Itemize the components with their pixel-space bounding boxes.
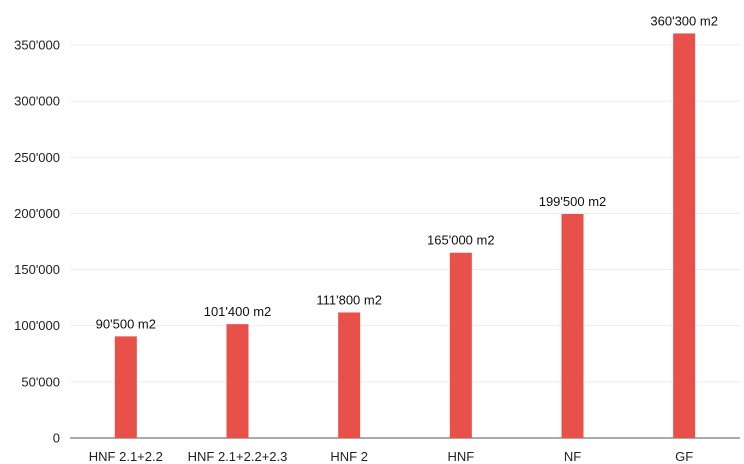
x-tick-label: GF bbox=[675, 449, 693, 464]
data-label: 101'400 m2 bbox=[204, 304, 272, 319]
y-tick-label: 100'000 bbox=[14, 318, 60, 333]
data-label: 165'000 m2 bbox=[427, 233, 495, 248]
y-tick-label: 350'000 bbox=[14, 38, 60, 53]
data-label: 199'500 m2 bbox=[539, 194, 607, 209]
bar bbox=[561, 213, 584, 438]
gridlines bbox=[70, 44, 740, 383]
bar bbox=[338, 312, 361, 438]
x-tick-label: NF bbox=[564, 449, 581, 464]
y-tick-label: 250'000 bbox=[14, 150, 60, 165]
data-label: 90'500 m2 bbox=[96, 316, 156, 331]
y-axis-tick-labels: 0 50'000 100'000 150'000 200'000 250'000 300'0… bbox=[14, 38, 60, 446]
bar bbox=[673, 33, 696, 438]
x-tick-label: HNF 2 bbox=[330, 449, 368, 464]
bars bbox=[114, 33, 696, 438]
bar bbox=[226, 324, 249, 438]
data-label: 360'300 m2 bbox=[650, 13, 718, 28]
data-label: 111'800 m2 bbox=[316, 292, 382, 307]
x-tick-label: HNF 2.1+2.2 bbox=[89, 449, 163, 464]
data-labels: 90'500 m2 101'400 m2 111'800 m2 165'000 m2 1… bbox=[96, 13, 718, 331]
y-tick-label: 300'000 bbox=[14, 94, 60, 109]
y-tick-label: 0 bbox=[53, 431, 60, 446]
bar bbox=[449, 252, 472, 438]
y-tick-label: 50'000 bbox=[21, 374, 60, 389]
x-tick-label: HNF bbox=[447, 449, 474, 464]
x-axis-tick-labels: HNF 2.1+2.2 HNF 2.1+2.2+2.3 HNF 2 HNF NF GF bbox=[89, 449, 693, 464]
x-tick-label: HNF 2.1+2.2+2.3 bbox=[188, 449, 288, 464]
bar bbox=[114, 336, 137, 438]
y-tick-label: 200'000 bbox=[14, 206, 60, 221]
y-tick-label: 150'000 bbox=[14, 262, 60, 277]
